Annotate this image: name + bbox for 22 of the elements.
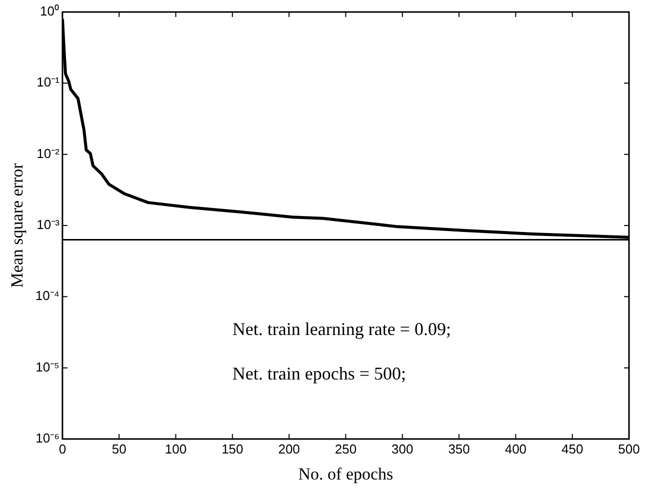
x-tick-label: 350 xyxy=(448,441,470,456)
x-tick-label: 50 xyxy=(112,441,126,456)
annotation: Net. train epochs = 500; xyxy=(232,364,406,384)
x-tick-label: 100 xyxy=(164,441,187,456)
y-axis-title: Mean square error xyxy=(8,162,27,288)
x-tick-label: 0 xyxy=(58,441,66,456)
x-tick-label: 300 xyxy=(392,441,414,456)
x-tick-label: 200 xyxy=(278,441,300,456)
y-tick-label: 10⁻⁵ xyxy=(36,359,60,374)
y-tick-label: 10⁻⁴ xyxy=(35,288,60,304)
x-axis-title: No. of epochs xyxy=(298,464,394,484)
x-tick-label: 400 xyxy=(504,441,527,456)
x-tick-label: 250 xyxy=(334,441,357,456)
y-tick-label: 10⁻³ xyxy=(36,217,60,232)
y-tick-label: 10⁰ xyxy=(40,4,60,19)
x-tick-label: 150 xyxy=(222,441,244,456)
x-tick-label: 500 xyxy=(618,441,640,456)
x-tick-label: 450 xyxy=(561,441,584,456)
annotation: Net. train learning rate = 0.09; xyxy=(232,318,451,339)
y-tick-label: 10⁻² xyxy=(36,146,60,161)
y-tick-label: 10⁻⁶ xyxy=(36,430,60,446)
y-tick-label: 10⁻¹ xyxy=(36,74,60,90)
